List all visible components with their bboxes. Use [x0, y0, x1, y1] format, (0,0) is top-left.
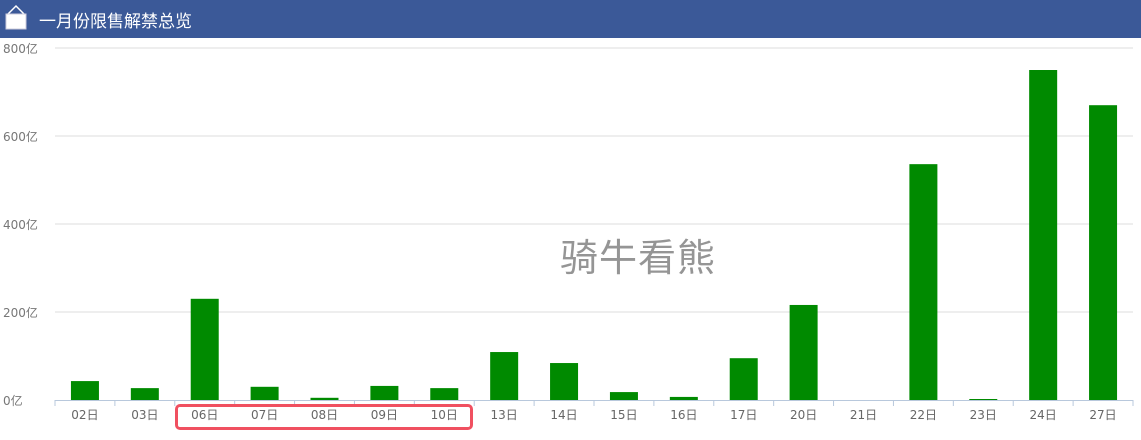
x-tick-label: 09日	[371, 408, 398, 422]
bar	[430, 388, 459, 400]
frame-icon	[5, 4, 27, 30]
x-tick-label: 15日	[610, 408, 637, 422]
x-tick-label: 10日	[431, 408, 458, 422]
bar	[490, 352, 519, 400]
y-tick-label: 800亿	[3, 41, 38, 56]
y-tick-label: 0亿	[3, 393, 23, 408]
bar	[609, 392, 638, 400]
x-tick-label: 24日	[1030, 408, 1057, 422]
bar	[789, 304, 818, 400]
y-tick-label: 400亿	[3, 217, 38, 232]
watermark: 骑牛看熊	[560, 236, 717, 280]
bar	[969, 399, 998, 400]
x-tick-label: 14日	[550, 408, 577, 422]
bar	[669, 396, 698, 400]
bar	[370, 385, 399, 400]
bar	[1089, 105, 1118, 400]
bar	[1029, 70, 1058, 400]
x-tick-label: 20日	[790, 408, 817, 422]
bar	[70, 381, 99, 400]
bar	[729, 358, 758, 400]
header: 一月份限售解禁总览	[0, 0, 1141, 38]
x-tick-label: 21日	[850, 408, 877, 422]
x-tick-label: 17日	[730, 408, 757, 422]
x-tick-label: 23日	[970, 408, 997, 422]
x-tick-label: 07日	[251, 408, 278, 422]
bar	[190, 298, 219, 400]
x-tick-label: 13日	[491, 408, 518, 422]
x-tick-label: 27日	[1089, 408, 1116, 422]
bar	[550, 363, 579, 400]
y-tick-label: 200亿	[3, 305, 38, 320]
x-tick-label: 03日	[131, 408, 158, 422]
x-tick-label: 22日	[910, 408, 937, 422]
x-tick-label: 08日	[311, 408, 338, 422]
y-tick-label: 600亿	[3, 129, 38, 144]
x-tick-label: 06日	[191, 408, 218, 422]
x-tick-label: 16日	[670, 408, 697, 422]
x-tick-label: 02日	[71, 408, 98, 422]
bar	[909, 164, 938, 400]
bar	[250, 386, 279, 400]
highlight-box	[175, 404, 473, 430]
bar	[310, 397, 339, 400]
bar-chart: 0亿 200亿 400亿 600亿 800亿 02日 03日 06日 07日 08日 09日 10日 1…	[3, 41, 1134, 422]
bar	[130, 388, 159, 400]
page-title: 一月份限售解禁总览	[39, 12, 192, 32]
